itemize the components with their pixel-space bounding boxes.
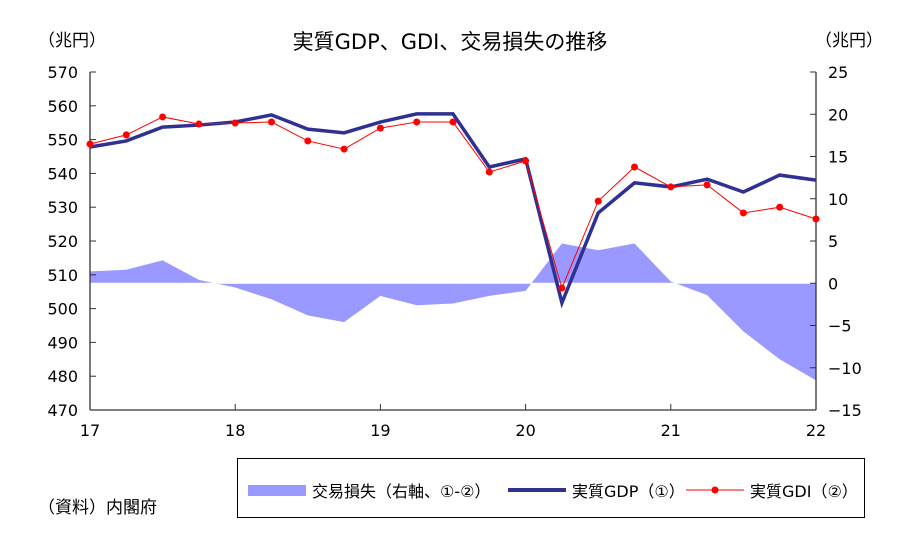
right-tick-label: 5 [828, 232, 838, 251]
gdi-point [594, 197, 602, 205]
legend-label: 実質GDI（②） [750, 482, 858, 501]
gdi-point [558, 284, 566, 292]
left-tick-label: 530 [47, 198, 78, 217]
source-note: （資料）内閣府 [38, 498, 157, 518]
gdi-point [268, 118, 275, 126]
x-tick-label: 22 [806, 421, 826, 440]
gdi-point [159, 113, 167, 121]
legend-swatch-line [508, 488, 566, 492]
gdi-point [485, 168, 493, 176]
gdi-point [340, 145, 348, 153]
gdi-point [122, 131, 130, 139]
left-tick-label: 480 [47, 367, 78, 386]
left-axis-unit: （兆円） [38, 31, 106, 51]
legend-item-gdi: 実質GDI（②） [686, 478, 858, 502]
right-tick-label: −5 [828, 317, 852, 336]
right-tick-label: 10 [828, 190, 848, 209]
x-tick-label: 17 [80, 421, 100, 440]
legend-item-trade-loss: 交易損失（右軸、①-②） [248, 478, 490, 502]
right-tick-label: 0 [828, 274, 838, 293]
x-tick-label: 19 [370, 421, 390, 440]
x-tick-label: 18 [225, 421, 245, 440]
gdi-point [231, 119, 239, 127]
legend-label: 交易損失（右軸、①-②） [312, 482, 491, 501]
gdi-point [703, 181, 711, 189]
right-tick-label: −10 [828, 359, 862, 378]
legend-item-gdp: 実質GDP（①） [508, 478, 685, 502]
gdi-point [522, 157, 530, 165]
left-tick-label: 570 [47, 63, 78, 82]
gdi-point [86, 140, 94, 148]
gdi-point [195, 120, 203, 128]
right-tick-label: 15 [828, 148, 848, 167]
trade-loss-area [90, 243, 816, 381]
right-axis-unit: （兆円） [815, 31, 883, 51]
legend-swatch-area [248, 484, 306, 496]
right-tick-label: 20 [828, 105, 848, 124]
gdi-line [89, 116, 817, 290]
gdi-point [449, 118, 457, 126]
gdi-point [739, 209, 747, 217]
left-tick-label: 490 [47, 333, 78, 352]
left-tick-label: 540 [47, 164, 78, 183]
gdi-point [413, 118, 421, 126]
x-tick-label: 20 [515, 421, 535, 440]
right-tick-label: −15 [828, 401, 862, 420]
gdi-point [812, 215, 820, 223]
gdi-point [376, 124, 384, 132]
gdi-point [667, 183, 675, 191]
gdi-point [776, 203, 784, 211]
right-tick-label: 25 [828, 63, 848, 82]
x-tick-label: 21 [661, 421, 681, 440]
gdi-point [631, 163, 638, 171]
chart-title: 実質GDP、GDI、交易損失の推移 [292, 30, 608, 54]
left-tick-label: 470 [47, 401, 78, 420]
legend: 交易損失（右軸、①-②） 実質GDP（①） 実質GDI（②） [237, 458, 865, 518]
legend-label: 実質GDP（①） [572, 482, 685, 501]
gdp-line [89, 112, 817, 309]
left-tick-label: 560 [47, 97, 78, 116]
left-tick-label: 520 [47, 232, 78, 251]
gdi-point [304, 137, 312, 145]
left-tick-label: 550 [47, 131, 78, 150]
left-tick-label: 510 [47, 266, 78, 285]
left-tick-label: 500 [47, 300, 78, 319]
legend-swatch-marker-line [686, 486, 744, 494]
